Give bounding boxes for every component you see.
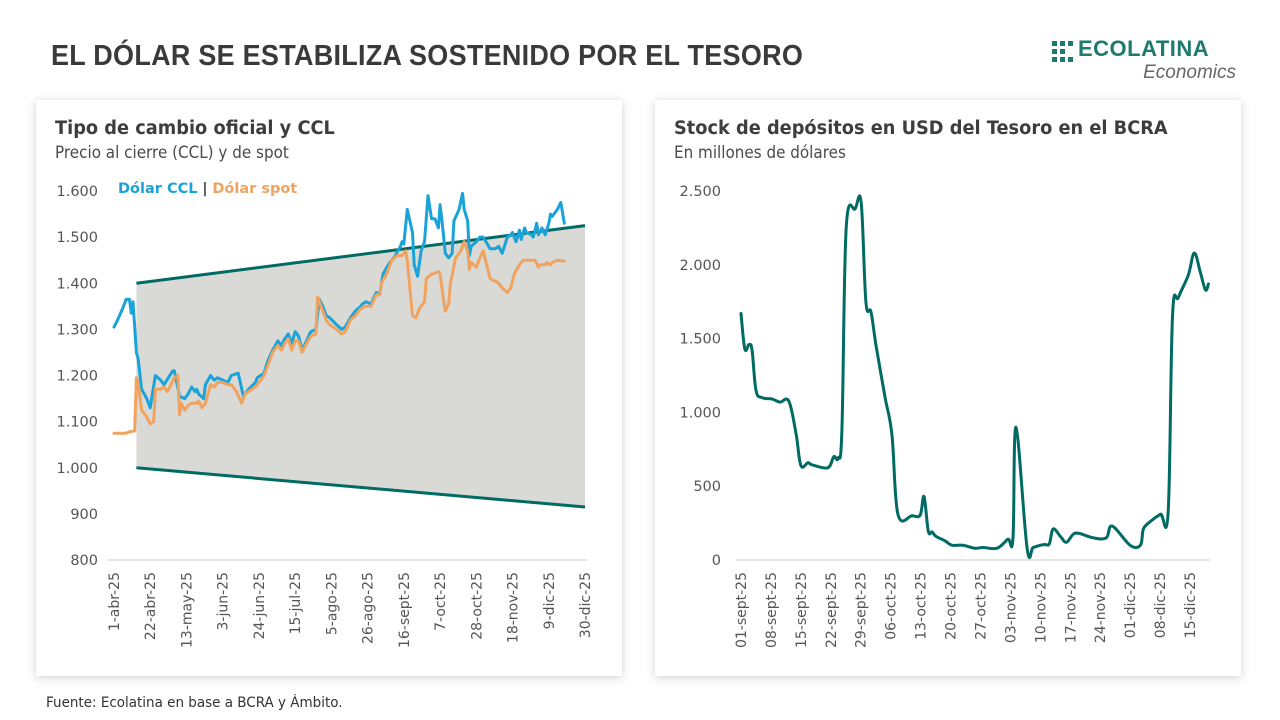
page-title: EL DÓLAR SE ESTABILIZA SOSTENIDO POR EL … xyxy=(51,40,804,72)
chart-card-exchange-rate: Tipo de cambio oficial y CCL Precio al c… xyxy=(36,100,622,676)
logo-subtitle: Economics xyxy=(1143,62,1236,83)
chart-subtitle: En millones de dólares xyxy=(674,143,846,162)
chart-card-treasury-deposits: Stock de depósitos en USD del Tesoro en … xyxy=(655,100,1241,676)
chart-title: Tipo de cambio oficial y CCL xyxy=(55,118,335,139)
chart-subtitle: Precio al cierre (CCL) y de spot xyxy=(55,143,289,162)
ecolatina-logo: ECOLATINA Economics xyxy=(1050,36,1238,87)
chart-title: Stock de depósitos en USD del Tesoro en … xyxy=(674,118,1168,139)
source-note: Fuente: Ecolatina en base a BCRA y Ámbit… xyxy=(46,695,343,711)
logo-name: ECOLATINA xyxy=(1078,36,1210,61)
logo-grid-icon xyxy=(1052,41,1074,63)
